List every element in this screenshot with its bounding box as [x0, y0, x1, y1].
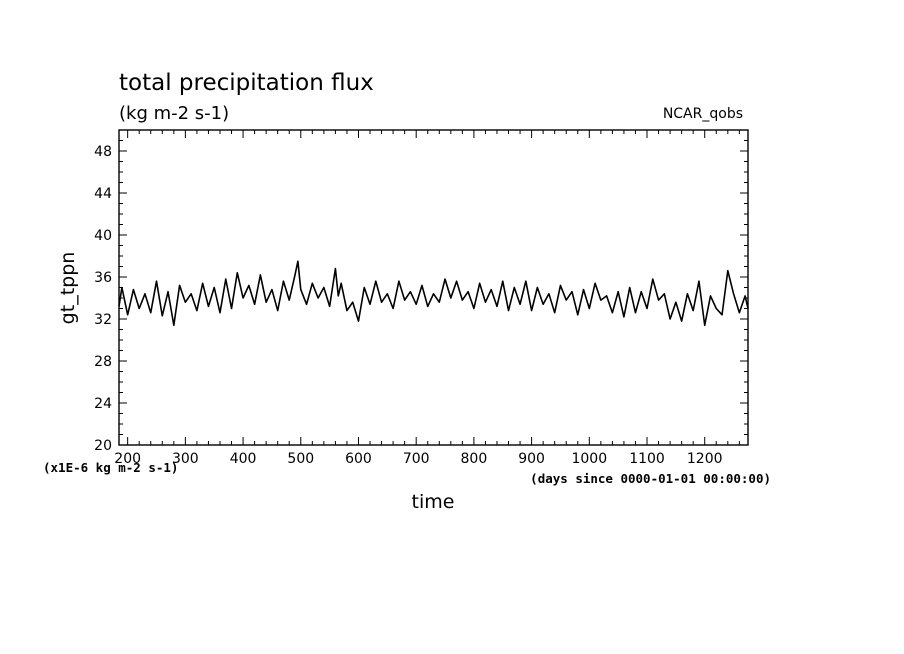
- y-axis-title: gt_tppn: [57, 252, 79, 325]
- x-tick-label: 300: [172, 451, 199, 467]
- x-tick-label: 800: [461, 451, 488, 467]
- x-tick-label: 900: [518, 451, 545, 467]
- y-tick-label: 44: [94, 186, 112, 202]
- x-units-note: (days since 0000-01-01 00:00:00): [530, 471, 771, 486]
- x-tick-label: 600: [345, 451, 372, 467]
- y-tick-label: 28: [94, 354, 112, 370]
- x-tick-label: 500: [287, 451, 314, 467]
- plot-frame: [118, 129, 749, 446]
- x-tick-label: 1100: [629, 451, 665, 467]
- y-tick-label: 48: [94, 144, 112, 160]
- series-line: [118, 260, 749, 327]
- y-tick-label: 40: [94, 228, 112, 244]
- y-tick-label: 36: [94, 270, 112, 286]
- x-tick-label: 1000: [571, 451, 607, 467]
- x-axis: 200 300 400 500 600 700 800 900 1000 1100 1200: [114, 130, 740, 467]
- x-axis-title: time: [412, 491, 455, 513]
- x-tick-label: 1200: [687, 451, 723, 467]
- dataset-label: NCAR_qobs: [663, 106, 743, 122]
- chart-subtitle: (kg m-2 s-1): [119, 103, 229, 124]
- y-tick-label: 24: [94, 396, 112, 412]
- y-units-note: (x1E-6 kg m-2 s-1): [43, 460, 178, 475]
- y-tick-label: 32: [94, 312, 112, 328]
- x-tick-label: 700: [403, 451, 430, 467]
- chart-title: total precipitation flux: [119, 70, 374, 96]
- x-tick-label: 200: [114, 451, 141, 467]
- y-axis: 20 24 28 32 36 40 44 48: [94, 129, 748, 454]
- y-tick-label: 20: [94, 438, 112, 454]
- plot-border: [118, 129, 749, 446]
- x-tick-label: 400: [230, 451, 257, 467]
